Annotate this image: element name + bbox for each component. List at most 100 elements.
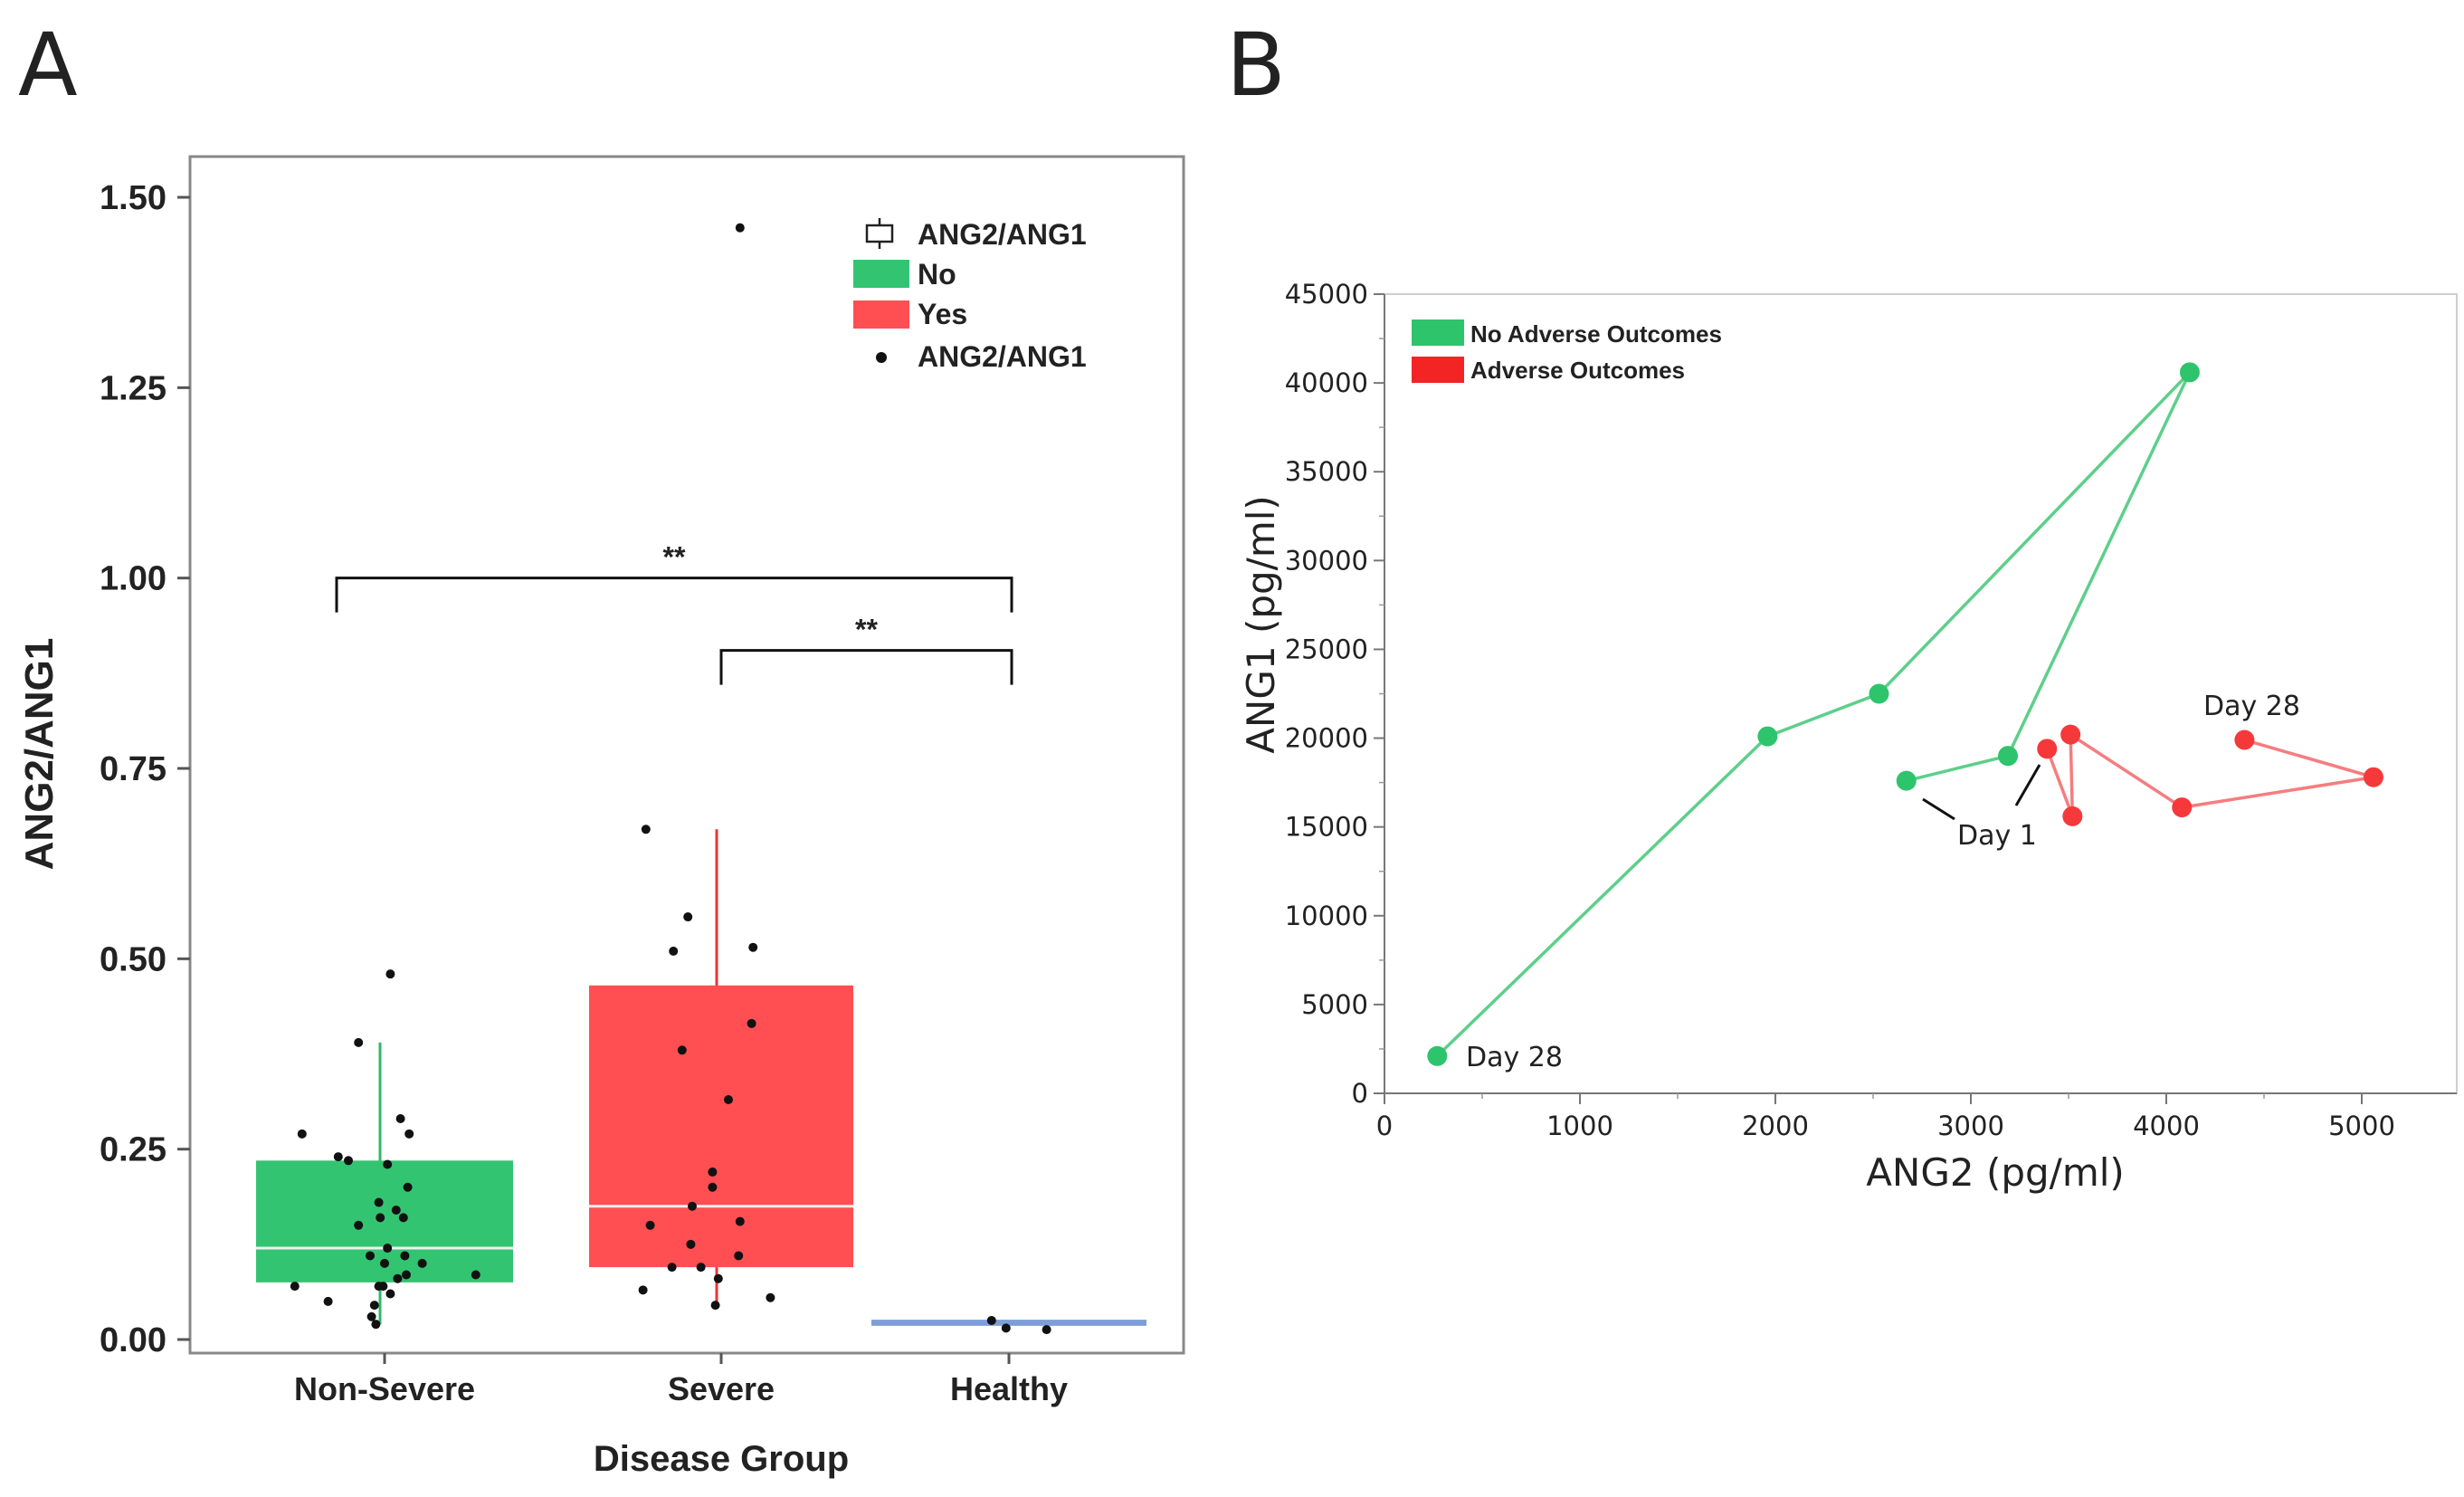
legend-swatch-no [853,260,909,288]
legend-entry-adverse: Adverse Outcomes [1470,357,1685,384]
y-tick-label-b: 25000 [1285,634,1368,664]
x-tick-label-a: Severe [668,1370,775,1407]
series-line-0 [1436,371,2192,1058]
y-tick-label-b: 45000 [1285,279,1368,310]
series-line-1 [2045,731,2374,817]
data-point [688,1201,697,1211]
data-point [297,1129,307,1139]
x-tick-label-b: 3000 [1937,1111,2004,1141]
box-plot-panel-a: 0.00 0.25 0.50 0.75 1.00 1.25 1.50 Non-Severe S… [17,155,1185,1479]
data-point [645,1220,655,1230]
y-axis-b: 0 5000 10000 15000 20000 25000 30000 35000 40000… [1285,279,1385,1109]
data-point [734,1251,744,1261]
y-tick-label-b: 20000 [1285,723,1368,754]
legend-entry-no: No [918,258,956,291]
data-point [986,1315,996,1325]
data-point [710,1301,720,1311]
data-point [403,1182,413,1192]
data-point [748,942,758,952]
y-tick-label-b: 30000 [1285,545,1368,576]
x-axis-label-a: Disease Group [594,1439,849,1479]
data-point [354,1037,364,1047]
data-point [354,1220,364,1230]
legend-entry-yes: Yes [918,298,967,330]
data-point [1001,1323,1011,1333]
data-point [366,1251,375,1261]
x-tick-label-a: Healthy [950,1370,1068,1407]
series-point-0 [1757,726,1778,747]
annotation-day28-green: Day 28 [1466,1042,1563,1073]
y-tick-label-a: 0.25 [100,1131,166,1169]
legend-swatch-adverse [1412,357,1464,383]
data-point [290,1282,300,1292]
x-tick-label-b: 4000 [2133,1111,2200,1141]
legend-point-icon [876,352,887,363]
series-point-0 [1998,746,2019,767]
data-point [686,1239,696,1249]
y-tick-label-a: 0.00 [100,1321,166,1359]
significance-brackets: ** ** [335,541,1013,685]
box-severe [589,985,853,1268]
y-tick-label-b: 35000 [1285,456,1368,487]
data-point [708,1182,718,1192]
y-tick-label-a: 0.50 [100,940,166,978]
panel-label-b: B [1226,14,1286,116]
data-point [395,1114,405,1124]
y-axis-label-b: ANG1 (pg/ml) [1239,495,1283,754]
data-point [696,1263,706,1273]
significance-bracket [719,649,1013,685]
x-tick-label-b: 0 [1376,1111,1393,1141]
data-point [393,1273,403,1283]
data-point [400,1251,410,1261]
legend-entry-no-adverse: No Adverse Outcomes [1470,320,1722,348]
data-point [323,1296,333,1306]
annotations-b: Day 1 Day 28 Day 28 [1466,691,2300,1073]
data-point [404,1129,414,1139]
y-tick-label-a: 0.75 [100,750,166,788]
data-point [471,1270,480,1280]
data-point [344,1156,353,1166]
significance-label: ** [855,614,878,646]
significance-label: ** [663,541,686,574]
data-point [366,1311,376,1321]
data-point [374,1197,384,1207]
day1-leader-left [1922,797,1955,821]
y-tick-label-a: 1.50 [100,179,166,217]
y-axis-a: 0.00 0.25 0.50 0.75 1.00 1.25 1.50 [100,179,190,1359]
legend-entry-point: ANG2/ANG1 [918,340,1087,373]
series-b [1427,362,2383,1066]
legend-a: ANG2/ANG1 No Yes ANG2/ANG1 [853,218,1087,373]
data-point [683,912,693,922]
data-point [417,1258,427,1268]
day1-leader-right [2014,764,2041,806]
series-point-0 [1869,683,1889,704]
series-point-1 [2363,767,2383,787]
data-point [641,825,651,834]
series-point-1 [2234,729,2255,750]
x-axis-b: 0 1000 2000 3000 4000 5000 [1376,1092,2457,1141]
line-plot-panel-b: 0500010000150002000025000300003500040000… [1239,279,2458,1195]
series-point-1 [2172,797,2193,818]
series-point-0 [1427,1045,1448,1066]
data-point [735,223,745,233]
box-healthy [871,1320,1146,1326]
legend-entry-box: ANG2/ANG1 [918,218,1087,251]
data-point [391,1205,401,1215]
data-point [667,1263,677,1273]
x-axis-label-b: ANG2 (pg/ml) [1866,1150,2125,1195]
data-point [369,1301,379,1311]
series-point-1 [2062,806,2083,826]
data-point [724,1094,733,1104]
legend-swatch-no-adverse [1412,319,1464,346]
data-point [333,1152,343,1162]
y-tick-label-b: 10000 [1285,901,1368,931]
data-point [385,969,395,979]
y-axis-label-a: ANG2/ANG1 [17,638,62,871]
data-point [380,1258,389,1268]
x-tick-label-b: 1000 [1546,1111,1613,1141]
data-point [378,1282,388,1292]
data-point [747,1018,756,1028]
y-tick-label-b: 0 [1352,1078,1368,1109]
y-tick-label-b: 15000 [1285,812,1368,843]
